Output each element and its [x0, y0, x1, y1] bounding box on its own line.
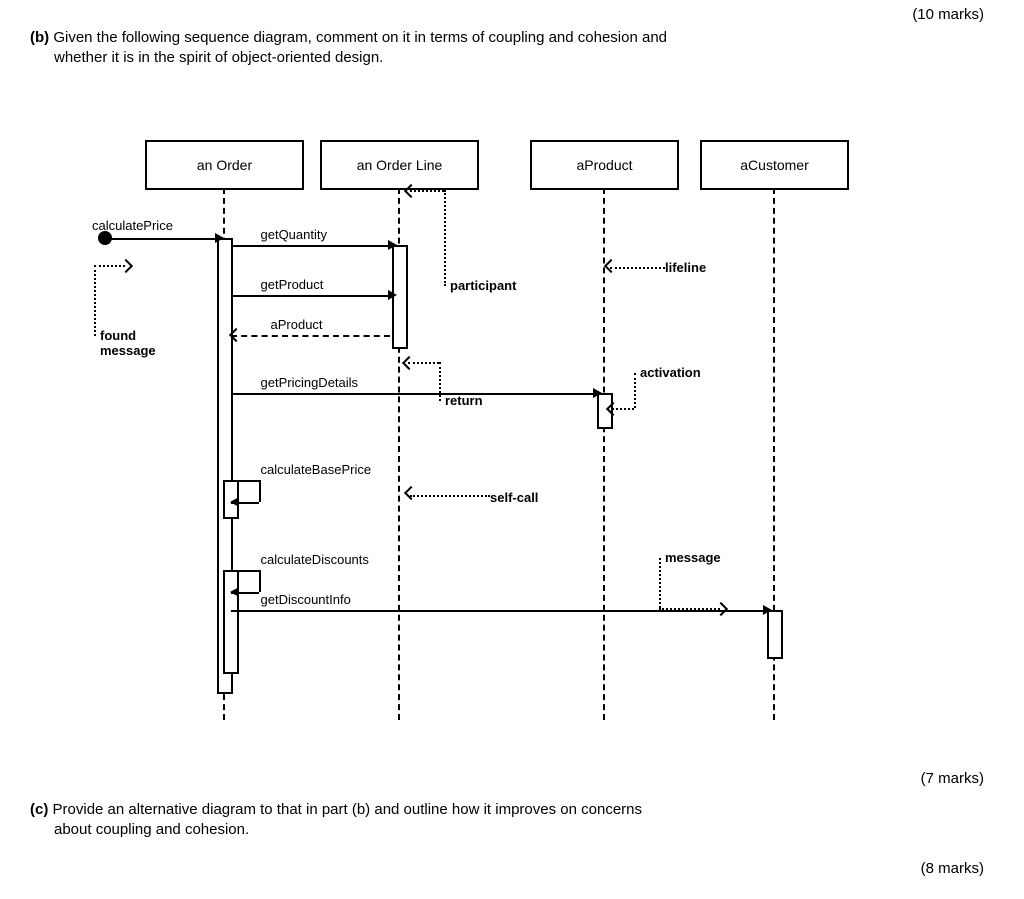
msg-line-1: [231, 295, 390, 297]
found-arrow: [110, 238, 217, 240]
ann-head-6: [714, 602, 728, 616]
annotation-4: activation: [640, 365, 701, 380]
participant-product: aProduct: [530, 140, 679, 190]
qc-label: (c): [30, 801, 48, 818]
msg-label-3: getPricingDetails: [261, 375, 359, 390]
marks-8: (8 marks): [921, 860, 984, 877]
msg-head-1: [388, 290, 397, 300]
msg-line-6: [231, 610, 765, 612]
msg-line-2: [231, 335, 390, 337]
participant-order: an Order: [145, 140, 304, 190]
participant-orderline: an Order Line: [320, 140, 479, 190]
found-label: calculatePrice: [92, 218, 173, 233]
annotation-1: lifeline: [665, 260, 706, 275]
self-label-4: calculateBasePrice: [261, 462, 372, 477]
qc-text1: Provide an alternative diagram to that i…: [53, 801, 642, 818]
lifeline-product: [603, 188, 605, 720]
qb-text2: whether it is in the spirit of object-or…: [54, 48, 383, 68]
annotation-6: message: [665, 550, 721, 565]
qb-label: (b): [30, 29, 49, 46]
msg-head-6: [763, 605, 772, 615]
self-top-4: [231, 480, 259, 482]
activation-3: [767, 610, 783, 659]
annotation-0: participant: [450, 278, 516, 293]
annotation-5: self-call: [490, 490, 538, 505]
msg-label-0: getQuantity: [261, 227, 328, 242]
self-top-5: [231, 570, 259, 572]
msg-head-0: [388, 240, 397, 250]
activation-5: [223, 570, 239, 674]
question-c: (c) Provide an alternative diagram to th…: [30, 800, 984, 841]
ann-lead-5: [410, 495, 490, 497]
ann-head-2: [119, 259, 133, 273]
msg-label-1: getProduct: [261, 277, 324, 292]
ann-head-3: [402, 356, 416, 370]
ann-lead-h-6: [659, 608, 720, 610]
self-v-4: [259, 480, 261, 502]
question-b: (b) Given the following sequence diagram…: [30, 28, 984, 69]
self-label-5: calculateDiscounts: [261, 552, 369, 567]
self-head-5: [230, 587, 239, 597]
annotation-3: return: [445, 393, 483, 408]
ann-head-1: [604, 259, 618, 273]
ann-lead-v-0: [444, 190, 446, 286]
ann-lead-1: [610, 267, 665, 269]
ann-head-5: [404, 486, 418, 500]
msg-label-2: aProduct: [271, 317, 323, 332]
annotation-2: found message: [100, 328, 156, 358]
msg-line-3: [231, 393, 595, 395]
sequence-diagram: an Order an Order Line aProduct aCustomer ca…: [0, 110, 1024, 750]
msg-line-0: [231, 245, 390, 247]
self-head-4: [230, 497, 239, 507]
found-arrow-head: [215, 233, 224, 243]
qb-text1: Given the following sequence diagram, co…: [53, 29, 667, 46]
ann-lead-v-3: [439, 362, 441, 401]
msg-label-6: getDiscountInfo: [261, 592, 351, 607]
self-v-5: [259, 570, 261, 592]
msg-head-3: [593, 388, 602, 398]
ann-lead-v-4: [634, 373, 636, 408]
participant-customer: aCustomer: [700, 140, 849, 190]
ann-lead-v-2: [94, 265, 96, 336]
marks-top: (10 marks): [912, 6, 984, 23]
qc-text2: about coupling and cohesion.: [54, 820, 249, 840]
marks-7: (7 marks): [921, 770, 984, 787]
page: (10 marks) (b) Given the following seque…: [0, 0, 1024, 899]
ann-lead-v-6: [659, 558, 661, 608]
